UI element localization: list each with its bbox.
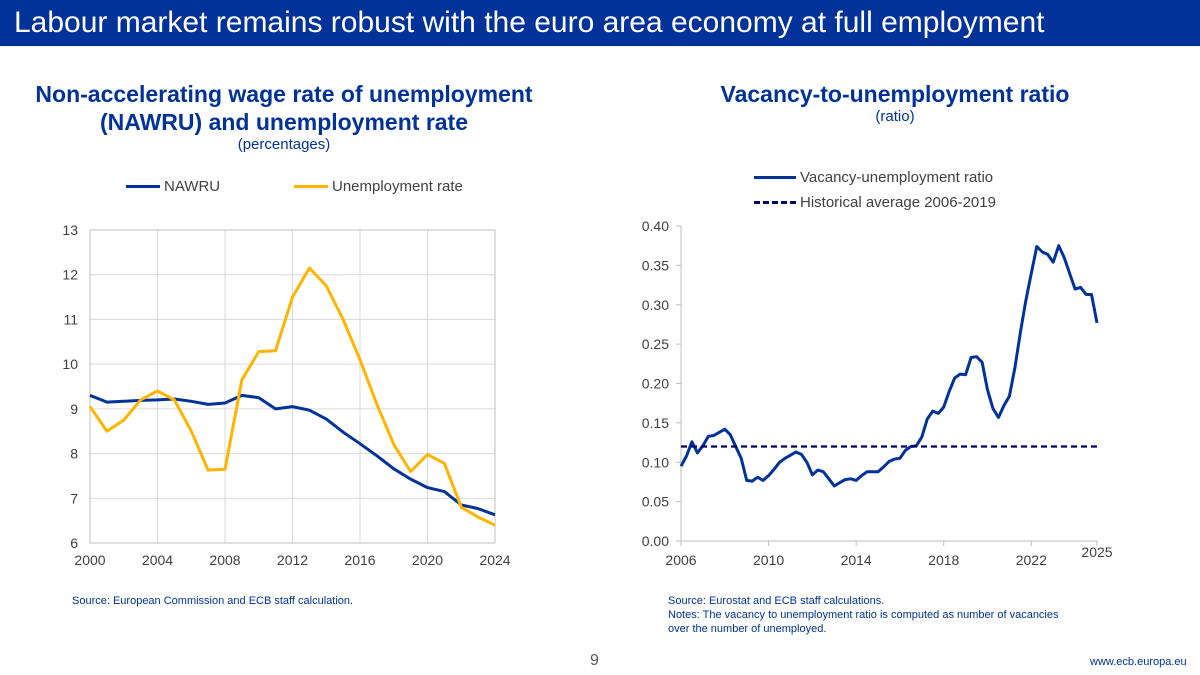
footer-url: www.ecb.europa.eu — [1090, 656, 1187, 668]
left-y-tick-label: 13 — [62, 222, 78, 238]
left-x-tick-label: 2004 — [142, 552, 173, 568]
legend-item-unemployment-rate: Unemployment rate — [294, 178, 463, 195]
left-series-lines — [88, 266, 496, 527]
right-y-tick-label: 0.35 — [642, 257, 669, 273]
left-x-tick-label: 2008 — [209, 552, 240, 568]
right-tick-labels: 0.00 0.05 0.10 0.15 0.20 0.25 0.30 0.35 0.40 2006… — [642, 218, 1113, 568]
nawru-line-chart: 6 7 8 9 10 11 12 13 2000 2004 2008 2012 2016 2020 2024 — [62, 222, 510, 568]
legend-swatch-nawru — [126, 185, 160, 188]
right-x-tick-label: 2022 — [1016, 552, 1047, 568]
right-notes-line-1: Notes: The vacancy to unemployment ratio… — [668, 609, 1059, 621]
right-x-tick-label: 2006 — [665, 552, 696, 568]
right-notes-line-2: over the number of unemployed. — [668, 623, 827, 635]
left-x-tick-label: 2016 — [344, 552, 375, 568]
vacancy-ratio-line-chart: 0.00 0.05 0.10 0.15 0.20 0.25 0.30 0.35 0.40 2006… — [642, 218, 1113, 568]
left-y-tick-label: 9 — [70, 401, 78, 417]
series-line-unemployment-rate — [88, 266, 496, 527]
right-y-tick-label: 0.40 — [642, 218, 669, 234]
left-x-tick-label: 2012 — [277, 552, 308, 568]
right-axes — [676, 225, 1098, 546]
right-y-tick-label: 0.20 — [642, 376, 669, 392]
legend-label-vacancy-ratio: Vacancy-unemployment ratio — [800, 169, 994, 186]
legend-swatch-vacancy-ratio — [754, 176, 796, 179]
left-plot-frame — [89, 229, 496, 544]
left-tick-labels: 6 7 8 9 10 11 12 13 2000 2004 2008 2012 2016 2020 2024 — [62, 222, 510, 568]
legend-label-unemployment-rate: Unemployment rate — [332, 178, 463, 195]
right-y-tick-label: 0.15 — [642, 415, 669, 431]
right-x-tick-label: 2025 — [1081, 544, 1112, 560]
left-x-tick-label: 2020 — [412, 552, 443, 568]
page-number: 9 — [590, 652, 599, 669]
left-chart-subtitle: (percentages) — [237, 136, 331, 153]
slide-title: Labour market remains robust with the eu… — [14, 6, 1045, 39]
legend-label-historical-average: Historical average 2006-2019 — [800, 194, 996, 211]
right-chart-title: Vacancy-to-unemployment ratio — [720, 81, 1070, 107]
left-y-tick-label: 11 — [63, 311, 78, 327]
right-series-lines — [679, 244, 1099, 488]
left-x-tick-label: 2024 — [479, 552, 510, 568]
right-x-tick-label: 2014 — [841, 552, 872, 568]
legend-item-historical-average: Historical average 2006-2019 — [754, 194, 996, 211]
right-y-tick-label: 0.30 — [642, 297, 669, 313]
series-line-vacancy-unemployment-ratio — [679, 244, 1099, 488]
left-source-note: Source: European Commission and ECB staf… — [72, 595, 354, 607]
left-y-tick-label: 12 — [62, 267, 78, 283]
right-chart-subtitle: (ratio) — [875, 108, 915, 125]
right-source-note: Source: Eurostat and ECB staff calculati… — [668, 594, 1098, 636]
left-y-tick-label: 6 — [70, 535, 78, 551]
title-banner: Labour market remains robust with the eu… — [0, 0, 1200, 46]
left-y-tick-label: 7 — [70, 490, 78, 506]
right-x-tick-label: 2018 — [928, 552, 959, 568]
legend-swatch-historical-average — [754, 201, 796, 204]
left-y-tick-label: 10 — [62, 356, 78, 372]
legend-label-nawru: NAWRU — [164, 178, 221, 195]
legend-swatch-unemployment-rate — [294, 185, 328, 188]
right-y-tick-label: 0.05 — [642, 494, 669, 510]
left-chart-title: Non-accelerating wage rate of unemployme… — [20, 80, 548, 136]
right-y-tick-label: 0.25 — [642, 336, 669, 352]
left-y-tick-label: 8 — [70, 446, 78, 462]
left-x-tick-label: 2000 — [74, 552, 105, 568]
right-y-tick-label: 0.00 — [642, 533, 669, 549]
legend-item-nawru: NAWRU — [126, 178, 220, 195]
right-source-line: Source: Eurostat and ECB staff calculati… — [668, 595, 885, 607]
left-chart-title-line-1: Non-accelerating wage rate of unemployme… — [35, 81, 533, 107]
left-chart-title-line-2: (NAWRU) and unemployment rate — [99, 109, 469, 135]
left-grid — [89, 229, 496, 544]
series-line-nawru — [89, 393, 496, 517]
legend-item-vacancy-ratio: Vacancy-unemployment ratio — [754, 169, 993, 186]
right-y-tick-label: 0.10 — [642, 454, 669, 470]
right-x-tick-label: 2010 — [753, 552, 784, 568]
